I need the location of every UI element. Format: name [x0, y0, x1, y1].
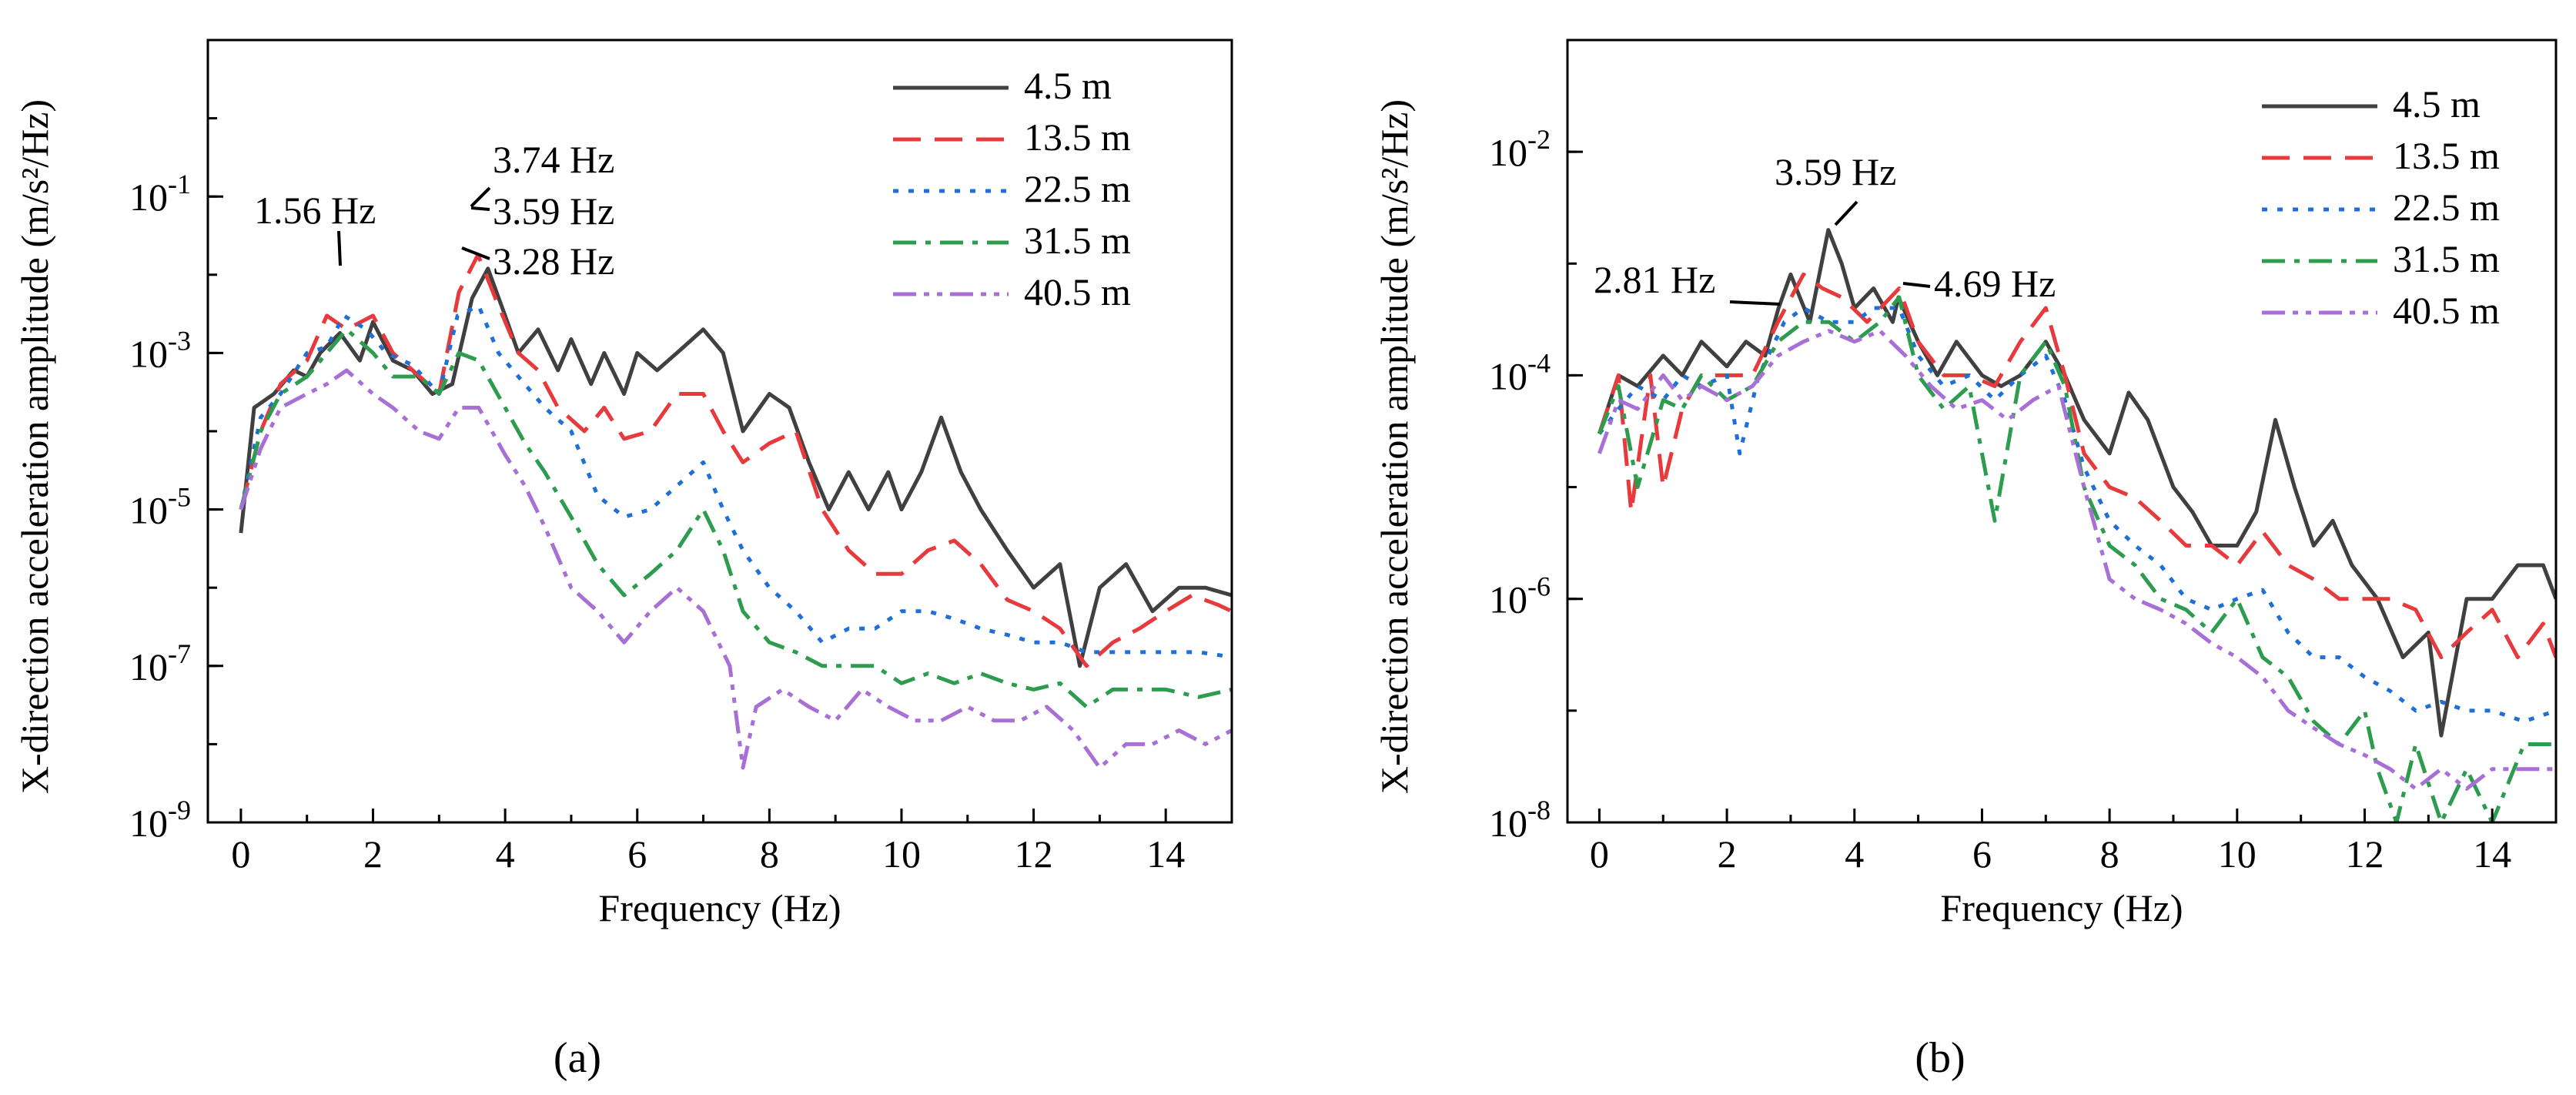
- legend-label: 4.5 m: [1024, 64, 1112, 107]
- x-tick-label: 6: [1972, 832, 1992, 876]
- x-axis-title: Frequency (Hz): [598, 886, 841, 929]
- annotation-leader: [470, 206, 490, 211]
- y-tick-label: 10-4: [1489, 347, 1551, 397]
- y-axis-title: X-direction acceleration amplitude (m/s²…: [13, 99, 56, 794]
- annotation-label: 1.56 Hz: [254, 189, 376, 232]
- y-tick-label: 10-2: [1489, 124, 1551, 174]
- legend-label: 31.5 m: [2393, 237, 2500, 280]
- series-line-40-5-m: [1597, 329, 2556, 791]
- y-tick-label: 10-3: [129, 325, 191, 375]
- annotation-label: 2.81 Hz: [1594, 258, 1715, 301]
- panel-b: 0 2 4 6 8 10 12 14 10-2 10-4 10-6 10-8 Frequency (Hz…: [1373, 39, 2558, 1082]
- legend-label: 22.5 m: [2393, 186, 2500, 229]
- y-tick-label: 10-5: [129, 482, 191, 532]
- x-tick-label: 10: [882, 832, 921, 876]
- series-line-31-5-m: [1597, 295, 2556, 822]
- x-tick-label: 10: [2218, 832, 2257, 876]
- legend-label: 22.5 m: [1024, 167, 1131, 210]
- legend-label: 13.5 m: [1024, 116, 1131, 159]
- annotation-label: 4.69 Hz: [1934, 262, 2056, 305]
- y-tick-label: 10-8: [1489, 795, 1551, 845]
- x-tick-label: 0: [1590, 832, 1609, 876]
- series-line-13-5-m: [1597, 272, 2556, 660]
- annotation-label: 3.74 Hz: [493, 138, 614, 181]
- x-tick-label: 12: [2345, 832, 2384, 876]
- legend-label: 4.5 m: [2393, 82, 2481, 126]
- x-tick-label: 14: [2473, 832, 2511, 876]
- annotation-leader: [1902, 282, 1931, 288]
- panel-a: 0 2 4 6 8 10 12 14 10-1 10-3 10-5 10-7 10-9 Frequency…: [13, 39, 1233, 1082]
- x-axis-title: Frequency (Hz): [1940, 886, 2183, 929]
- series-line-4-5-m: [239, 266, 1232, 668]
- annotation-leader: [1834, 200, 1858, 226]
- x-tick-label: 8: [2100, 832, 2119, 876]
- series-line-40-5-m: [239, 368, 1232, 770]
- annotation-label: 3.59 Hz: [493, 189, 614, 233]
- legend-label: 40.5 m: [2393, 289, 2500, 332]
- annotation-leader: [461, 246, 490, 260]
- annotation-leader: [1729, 300, 1781, 306]
- x-tick-label: 12: [1015, 832, 1053, 876]
- series-line-13-5-m: [239, 253, 1232, 668]
- legend-label: 40.5 m: [1024, 270, 1131, 313]
- x-tick-label: 4: [496, 832, 515, 876]
- x-tick-label: 6: [627, 832, 647, 876]
- x-tick-label: 8: [760, 832, 779, 876]
- annotation-label: 3.28 Hz: [493, 239, 614, 283]
- y-tick-label: 10-7: [129, 638, 191, 688]
- series-line-31-5-m: [239, 327, 1232, 709]
- y-tick-label: 10-6: [1489, 571, 1551, 621]
- plot-frame: [1566, 39, 2558, 824]
- series-line-22-5-m: [239, 303, 1232, 659]
- y-tick-label: 10-9: [129, 795, 191, 845]
- legend-label: 13.5 m: [2393, 134, 2500, 177]
- annotation-label: 3.59 Hz: [1775, 150, 1896, 193]
- x-tick-label: 0: [231, 832, 250, 876]
- annotation-leader: [337, 230, 342, 266]
- x-tick-label: 4: [1845, 832, 1864, 876]
- y-tick-label: 10-1: [129, 169, 191, 219]
- x-tick-label: 2: [363, 832, 383, 876]
- x-tick-label: 14: [1146, 832, 1185, 876]
- panel-label: (a): [554, 1034, 601, 1082]
- legend-label: 31.5 m: [1024, 219, 1131, 262]
- x-tick-label: 2: [1718, 832, 1737, 876]
- y-axis-title: X-direction acceleration amplitude (m/s²…: [1373, 99, 1416, 794]
- panel-label: (b): [1915, 1034, 1965, 1082]
- series-line-22-5-m: [1597, 306, 2556, 724]
- annotation-leader: [470, 186, 491, 208]
